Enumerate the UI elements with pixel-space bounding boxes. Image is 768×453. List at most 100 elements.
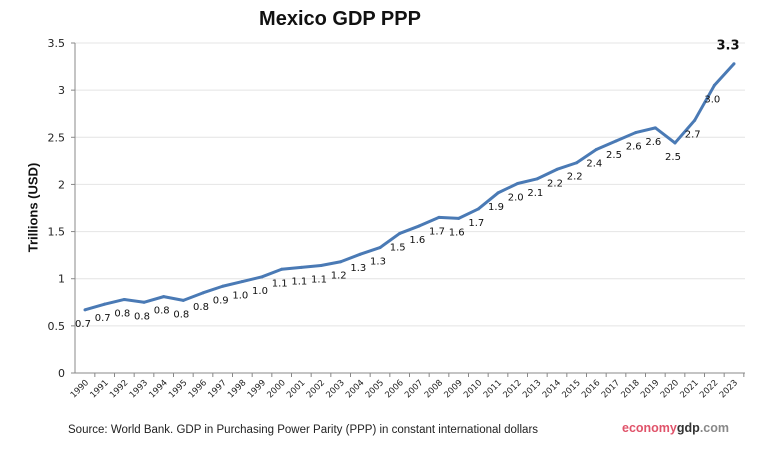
x-tick-label: 1990 [69, 378, 91, 400]
data-point [516, 181, 520, 185]
data-point [614, 139, 618, 143]
x-tick-label: 1994 [147, 378, 169, 400]
brand-part: .com [699, 421, 729, 435]
data-point [122, 297, 126, 301]
x-tick-label: 2020 [659, 378, 681, 400]
data-label: 1.6 [449, 227, 465, 238]
x-tick-label: 2022 [698, 378, 720, 400]
source-note: Source: World Bank. GDP in Purchasing Po… [68, 424, 539, 436]
data-point [299, 265, 303, 269]
data-point [83, 308, 87, 312]
data-label: 2.4 [586, 159, 602, 170]
data-point [693, 118, 697, 122]
chart-title: Mexico GDP PPP [259, 8, 421, 30]
data-point [437, 215, 441, 219]
x-tick-label: 1998 [226, 378, 248, 400]
data-label: 0.7 [75, 319, 91, 330]
x-tick-label: 1993 [128, 378, 150, 400]
x-tick-label: 2000 [265, 378, 287, 400]
data-label: 2.5 [665, 152, 681, 163]
data-label: 1.1 [272, 278, 288, 289]
data-point [142, 300, 146, 304]
data-label: 0.9 [213, 295, 229, 306]
x-tick-label: 2014 [541, 378, 563, 400]
x-tick-label: 2002 [305, 378, 327, 400]
data-point [221, 284, 225, 288]
data-point [535, 177, 539, 181]
data-label: 1.5 [390, 242, 406, 253]
data-point [240, 280, 244, 284]
x-tick-label: 2015 [560, 378, 582, 400]
data-point [201, 291, 205, 295]
data-point [575, 161, 579, 165]
series-line [84, 62, 736, 312]
data-point [732, 62, 736, 66]
y-tick-label: 0.5 [48, 320, 66, 333]
x-tick-label: 2003 [324, 378, 346, 400]
data-label: 0.8 [154, 306, 170, 317]
x-tick-label: 2004 [344, 378, 366, 400]
data-point [476, 207, 480, 211]
data-label: 2.6 [645, 137, 661, 148]
data-label: 2.2 [547, 178, 563, 189]
data-label: 0.8 [193, 302, 209, 313]
x-tick-label: 1995 [167, 378, 189, 400]
data-label: 0.8 [173, 309, 189, 320]
x-tick-label: 2017 [600, 378, 622, 400]
data-label: 0.8 [114, 308, 130, 319]
data-label: 2.0 [508, 192, 524, 203]
y-tick-label: 1 [58, 273, 65, 286]
data-point [339, 260, 343, 264]
x-tick-label: 2012 [501, 378, 523, 400]
y-tick-label: 3 [58, 84, 65, 97]
data-label: 2.2 [567, 172, 583, 183]
data-label: 3.0 [704, 94, 720, 105]
data-label: 2.6 [626, 142, 642, 153]
data-label: 0.8 [134, 311, 150, 322]
data-label: 2.7 [685, 129, 701, 140]
brand-part: gdp [676, 421, 700, 435]
x-tick-label: 2008 [423, 378, 445, 400]
x-tick-label: 2023 [718, 378, 740, 400]
data-label: 1.0 [232, 291, 248, 302]
data-point [496, 191, 500, 195]
data-label: 1.9 [488, 202, 504, 213]
x-tick-label: 1992 [108, 378, 130, 400]
x-tick-label: 1997 [206, 378, 228, 400]
data-point [634, 131, 638, 135]
data-point [594, 148, 598, 152]
brand-part: economy [622, 421, 677, 435]
x-tick-label: 2006 [383, 378, 405, 400]
x-tick-label: 2010 [462, 378, 484, 400]
data-point [162, 295, 166, 299]
data-label: 1.7 [468, 218, 484, 229]
data-label: 0.7 [95, 313, 111, 324]
data-label: 1.7 [429, 226, 445, 237]
data-label: 1.2 [331, 271, 347, 282]
x-tick-label: 2016 [580, 378, 602, 400]
y-tick-label: 2 [58, 178, 65, 191]
data-point [319, 264, 323, 268]
data-point [398, 231, 402, 235]
x-tick-label: 1996 [187, 378, 209, 400]
data-point [555, 167, 559, 171]
data-label: 1.1 [311, 275, 327, 286]
data-point [378, 246, 382, 250]
x-tick-label: 2018 [619, 378, 641, 400]
data-label: 2.1 [527, 188, 543, 199]
x-tick-label: 2005 [364, 378, 386, 400]
data-point [103, 302, 107, 306]
x-tick-label: 2019 [639, 378, 661, 400]
data-point [712, 83, 716, 87]
brand-logo: economygdp.com [622, 421, 729, 435]
data-label: 3.3 [716, 39, 739, 54]
x-tick-label: 2011 [482, 378, 504, 400]
data-label: 1.0 [252, 286, 268, 297]
data-label: 1.3 [350, 263, 366, 274]
y-tick-label: 2.5 [48, 131, 66, 144]
data-point [280, 267, 284, 271]
x-tick-label: 2013 [521, 378, 543, 400]
data-label: 2.5 [606, 150, 622, 161]
x-tick-label: 2009 [442, 378, 464, 400]
